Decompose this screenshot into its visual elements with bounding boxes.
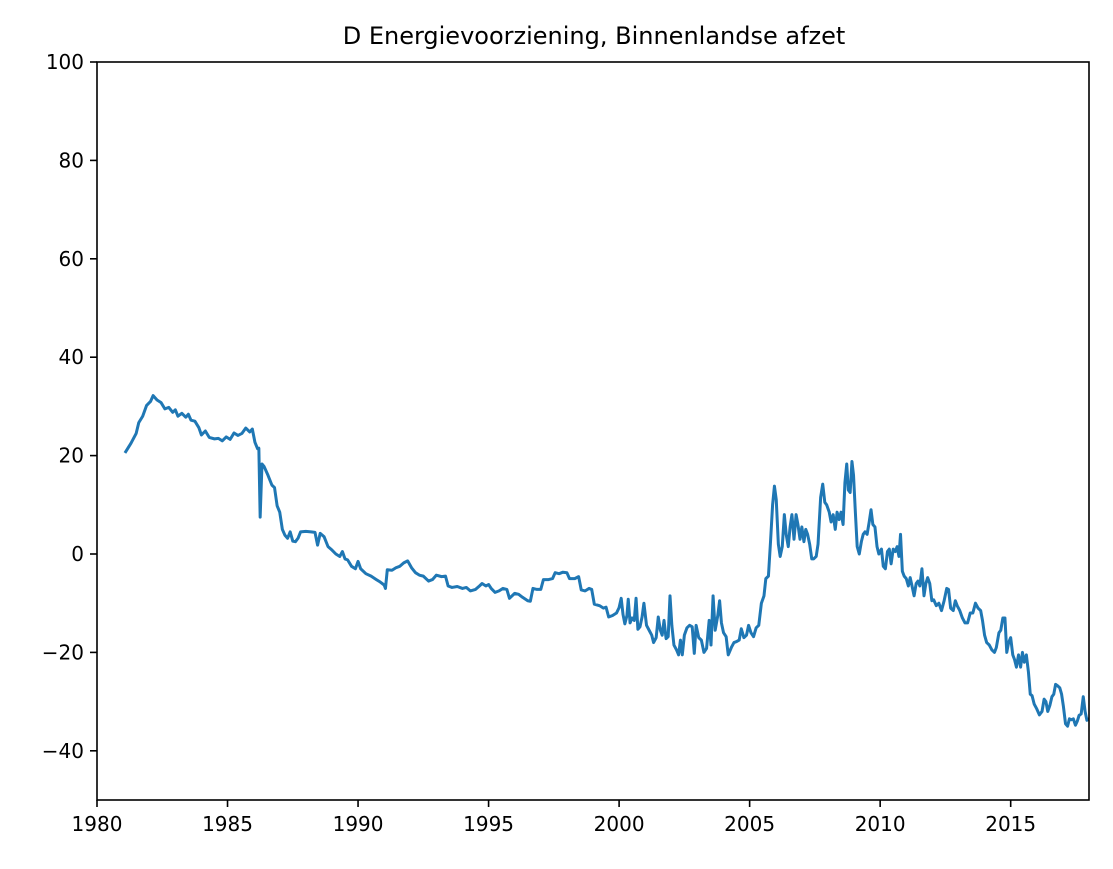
x-tick-label: 1985 bbox=[202, 812, 253, 836]
y-tick-label: −20 bbox=[42, 640, 84, 664]
series-line-0 bbox=[123, 394, 1089, 728]
chart-title: D Energievoorziening, Binnenlandse afzet bbox=[343, 22, 846, 50]
y-tick-label: 0 bbox=[71, 542, 84, 566]
plot-frame bbox=[96, 61, 1090, 801]
x-tick-label: 1980 bbox=[72, 812, 123, 836]
y-tick-label: 60 bbox=[59, 247, 84, 271]
x-tick-label: 1995 bbox=[463, 812, 514, 836]
y-tick-label: 20 bbox=[59, 444, 84, 468]
x-tick-label: 2015 bbox=[985, 812, 1036, 836]
axes-layer: 1980 1985 1990 1995 2000 2005 2010 2015 −40 −20 0 2… bbox=[42, 50, 1090, 836]
x-tick-label: 2005 bbox=[724, 812, 775, 836]
x-tick-label: 1990 bbox=[333, 812, 384, 836]
y-tick-label: 40 bbox=[59, 345, 84, 369]
y-tick-label: 80 bbox=[59, 148, 84, 172]
x-tick-label: 2000 bbox=[594, 812, 645, 836]
x-tick-label: 2010 bbox=[855, 812, 906, 836]
y-tick-label: 100 bbox=[46, 50, 84, 74]
series-layer bbox=[123, 394, 1089, 728]
y-tick-label: −40 bbox=[42, 739, 84, 763]
